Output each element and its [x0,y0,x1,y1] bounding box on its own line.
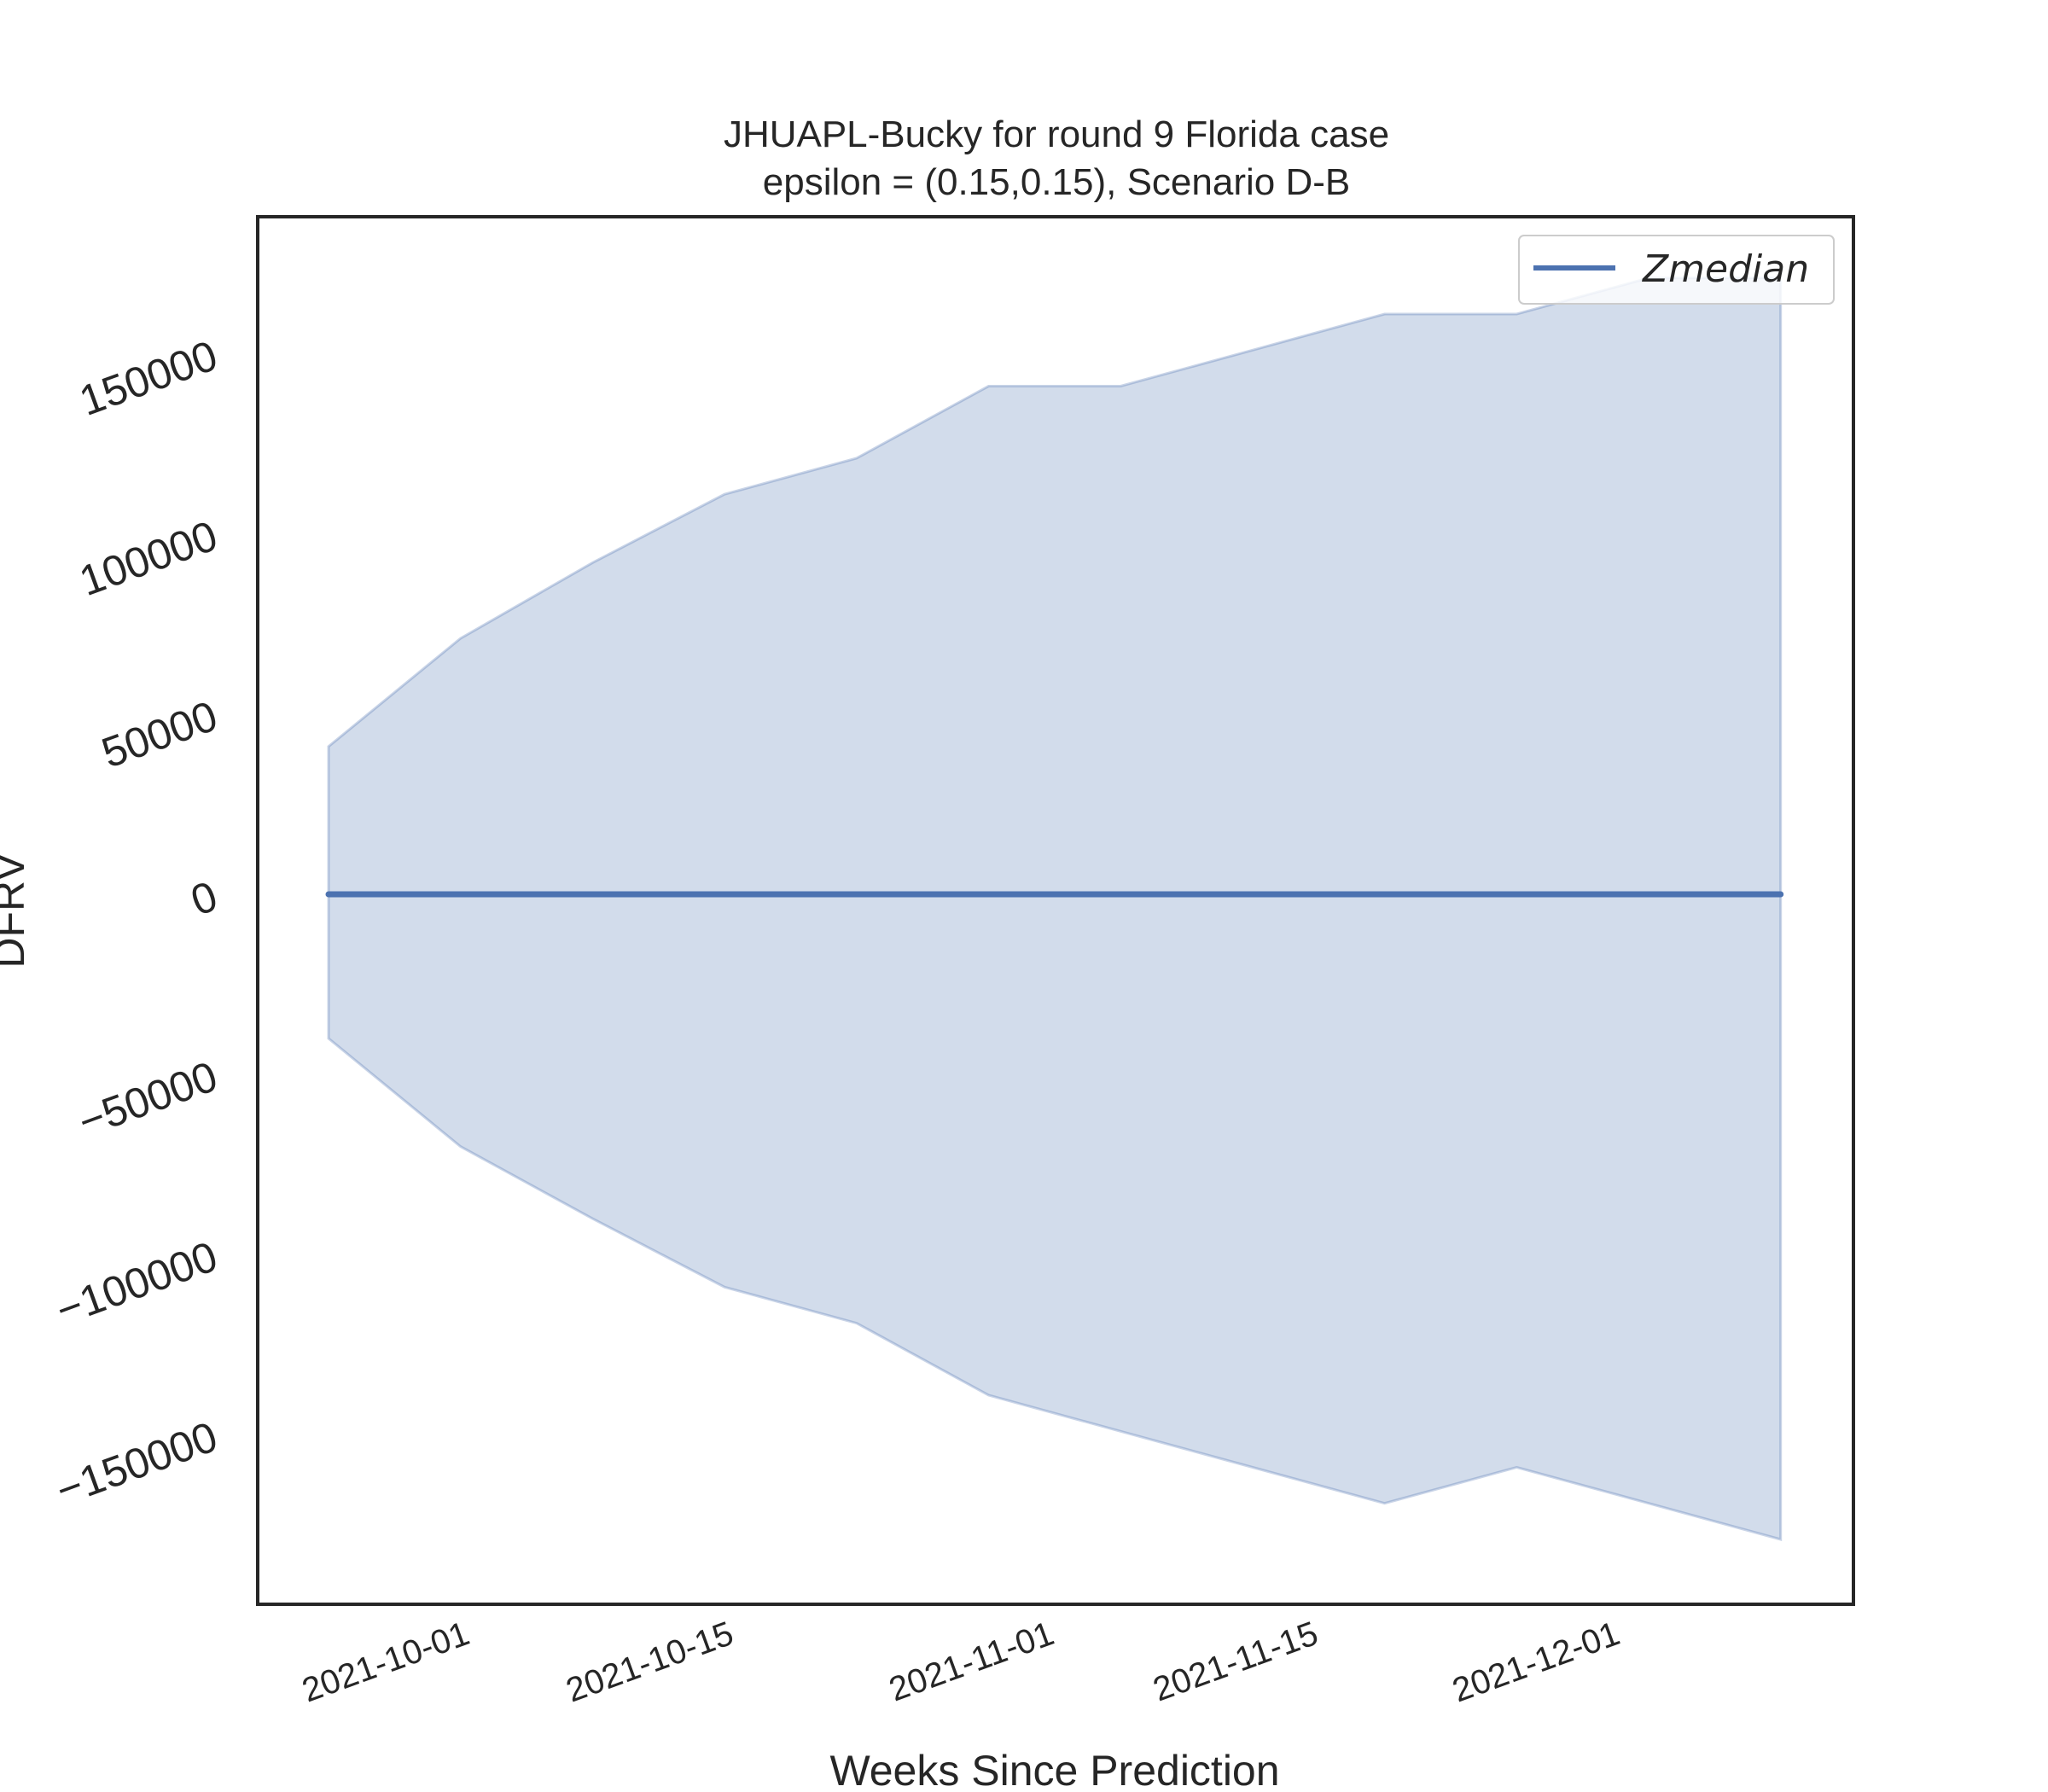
y-tick-label: −100000 [49,1232,223,1335]
x-axis-label: Weeks Since Prediction [829,1747,1279,1792]
data-point [724,894,725,895]
y-tick-label: 50000 [96,692,224,777]
legend: Zmedian [1518,235,1835,305]
plot-frame [256,215,1855,1606]
data-point [988,894,989,895]
y-tick-label: −150000 [49,1412,223,1515]
y-tick-label: 150000 [73,331,224,425]
x-tick-label: 2021-11-15 [1149,1615,1324,1708]
data-point [856,894,857,895]
y-axis-label: DFRV [0,852,33,969]
legend-box [1518,235,1835,305]
chart-title: JHUAPL-Bucky for round 9 Florida case [724,113,1389,155]
y-tick-label: 0 [184,872,223,925]
x-tick-label: 2021-12-01 [1447,1615,1624,1709]
chart-subtitle: epsilon = (0.15,0.15), Scenario D-B [763,161,1351,203]
data-point [1120,894,1121,895]
x-tick-label: 2021-10-15 [561,1615,738,1709]
data-point [1780,894,1781,895]
x-tick-label: 2021-10-01 [297,1615,474,1709]
data-point [592,894,593,895]
data-point [1252,894,1253,895]
data-point [1384,894,1385,895]
y-tick-label: −50000 [73,1052,224,1146]
legend-label: Zmedian [1642,247,1809,291]
confidence-band [327,276,1783,1541]
x-tick-label: 2021-11-01 [884,1615,1059,1708]
data-point [1516,894,1517,895]
data-point [460,894,461,895]
y-tick-label: 100000 [73,511,224,605]
